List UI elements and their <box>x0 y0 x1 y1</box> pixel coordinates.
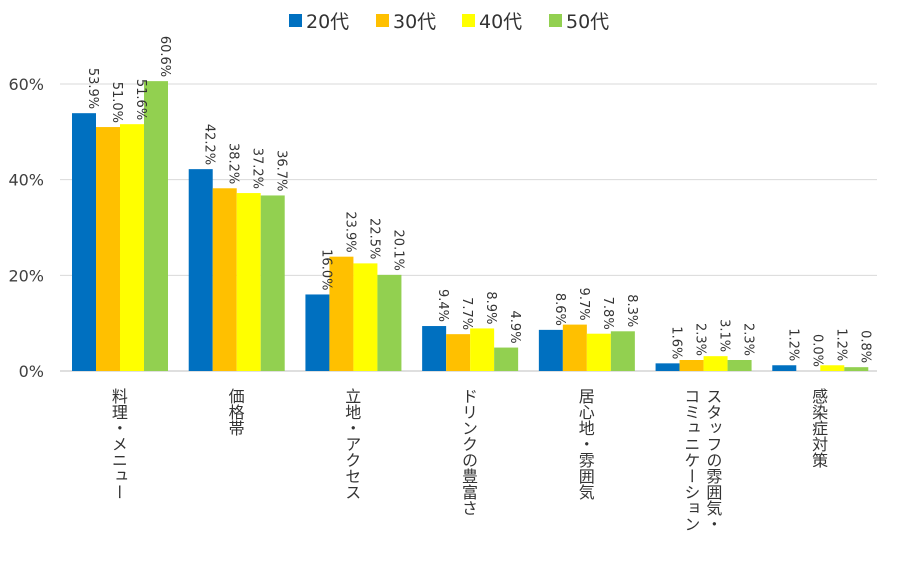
bar <box>144 81 168 371</box>
bar <box>655 363 680 371</box>
data-label: 9.7% <box>576 288 591 321</box>
data-label: 38.2% <box>226 143 241 184</box>
bar <box>772 365 797 371</box>
category-labels: 料理・メニュー 価格帯 立地・アクセス ドリンクの豊富さ 居心地・雰囲気 スタッフの雰囲気… <box>109 388 828 532</box>
bar <box>422 326 447 371</box>
data-label: 4.9% <box>507 311 522 344</box>
bar <box>260 195 285 371</box>
bar <box>610 331 635 371</box>
bar <box>703 356 728 371</box>
data-label: 1.6% <box>669 326 684 359</box>
legend-swatch <box>289 14 302 27</box>
bar <box>377 274 402 371</box>
bar <box>446 334 471 371</box>
category-label: 価格帯 <box>226 388 245 436</box>
category-label-line: 居心地・雰囲気 <box>576 388 595 501</box>
data-label: 23.9% <box>342 211 357 252</box>
bar <box>586 333 611 371</box>
y-axis-ticks: 0% 20% 40% 60% <box>8 75 44 381</box>
data-label: 8.3% <box>624 294 639 327</box>
bar <box>679 359 704 371</box>
data-label: 8.6% <box>552 293 567 326</box>
bar <box>329 256 354 371</box>
data-label: 9.4% <box>435 289 450 322</box>
category-label-line: ドリンクの豊富さ <box>459 388 478 516</box>
bar <box>188 169 213 371</box>
data-label: 0.8% <box>857 330 872 363</box>
legend-item: 40代 <box>462 11 522 33</box>
data-label: 22.5% <box>366 218 381 259</box>
category-label: 感染症対策 <box>809 388 828 468</box>
legend-item: 50代 <box>549 11 609 33</box>
data-label: 7.8% <box>600 297 615 330</box>
bar <box>470 328 495 371</box>
legend-swatch <box>376 14 389 27</box>
y-tick-label: 0% <box>19 362 44 381</box>
data-label: 1.2% <box>833 328 848 361</box>
legend-item: 20代 <box>289 11 349 33</box>
data-label: 51.0% <box>109 82 124 123</box>
data-label: 37.2% <box>250 148 265 189</box>
data-label: 51.6% <box>133 79 148 120</box>
data-label: 16.0% <box>318 249 333 290</box>
bar <box>305 294 330 371</box>
bar <box>844 367 869 371</box>
data-label: 2.3% <box>693 323 708 356</box>
bar <box>727 359 752 371</box>
category-label: 料理・メニュー <box>109 388 128 500</box>
legend-label: 30代 <box>393 11 436 33</box>
category-label-line: 立地・アクセス <box>342 388 361 500</box>
data-label: 2.3% <box>741 323 756 356</box>
category-label: 居心地・雰囲気 <box>576 388 595 501</box>
data-label: 8.9% <box>483 291 498 324</box>
bar <box>494 347 519 371</box>
data-label: 7.7% <box>459 297 474 330</box>
data-label: 42.2% <box>202 124 217 165</box>
y-tick-label: 60% <box>8 75 44 94</box>
data-label: 60.6% <box>157 36 172 77</box>
category-label-line: 価格帯 <box>226 388 245 436</box>
bar <box>562 324 587 371</box>
category-label-line: 感染症対策 <box>809 388 828 468</box>
bar <box>236 193 261 371</box>
category-label: 立地・アクセス <box>342 388 361 500</box>
data-label: 20.1% <box>390 230 405 271</box>
category-label: スタッフの雰囲気・コミュニケーション <box>681 388 722 532</box>
data-labels: 53.9% 42.2% 16.0% 9.4% 8.6% 1.6% 1.2% 51.0% 38.2… <box>85 36 872 367</box>
data-label: 36.7% <box>274 150 289 191</box>
legend: 20代 30代 40代 50代 <box>289 11 609 33</box>
category-label-line: コミュニケーション <box>681 388 700 532</box>
legend-label: 40代 <box>479 11 522 33</box>
data-label: 3.1% <box>717 319 732 352</box>
legend-swatch <box>549 14 562 27</box>
bar <box>72 113 96 371</box>
bar <box>212 188 237 371</box>
y-tick-label: 20% <box>8 266 44 285</box>
bar <box>120 124 144 372</box>
bar <box>96 127 120 371</box>
legend-label: 50代 <box>566 11 609 33</box>
legend-swatch <box>462 14 475 27</box>
legend-item: 30代 <box>376 11 436 33</box>
bar <box>538 329 563 371</box>
bar <box>820 365 845 371</box>
data-label: 1.2% <box>785 328 800 361</box>
legend-label: 20代 <box>306 11 349 33</box>
y-tick-label: 40% <box>8 171 44 190</box>
data-label: 53.9% <box>85 68 100 109</box>
data-label: 0.0% <box>809 334 824 367</box>
category-label-line: スタッフの雰囲気・ <box>703 388 722 532</box>
bars <box>72 81 869 372</box>
category-label: ドリンクの豊富さ <box>459 388 478 516</box>
bar <box>353 263 378 371</box>
category-label-line: 料理・メニュー <box>109 388 128 500</box>
